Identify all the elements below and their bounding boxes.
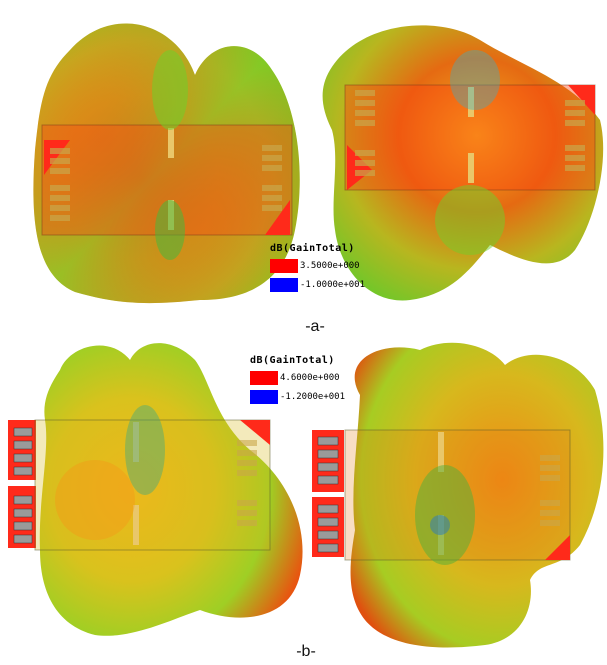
legend-b-max-row: 4.6000e+000 bbox=[250, 371, 345, 385]
legend-a-min-value: -1.0000e+001 bbox=[300, 280, 366, 290]
legend-a: dB(GainTotal) 3.5000e+000 -1.0000e+001 bbox=[270, 243, 365, 292]
caption-a: -a- bbox=[305, 318, 325, 335]
pattern-b-right bbox=[312, 342, 604, 648]
legend-b: dB(GainTotal) 4.6000e+000 -1.2000e+001 bbox=[250, 355, 345, 404]
legend-b-min-swatch bbox=[250, 390, 278, 404]
legend-b-min-value: -1.2000e+001 bbox=[280, 392, 346, 402]
pattern-b-left bbox=[8, 343, 303, 636]
legend-b-min-row: -1.2000e+001 bbox=[250, 390, 345, 404]
legend-b-max-value: 4.6000e+000 bbox=[280, 373, 340, 383]
legend-a-max-swatch bbox=[270, 259, 298, 273]
legend-a-min-row: -1.0000e+001 bbox=[270, 278, 365, 292]
pattern-a-left bbox=[33, 23, 300, 304]
legend-a-max-value: 3.5000e+000 bbox=[300, 261, 360, 271]
legend-a-max-row: 3.5000e+000 bbox=[270, 259, 365, 273]
legend-b-title: dB(GainTotal) bbox=[250, 355, 335, 366]
caption-b: -b- bbox=[296, 643, 316, 660]
legend-a-min-swatch bbox=[270, 278, 298, 292]
pattern-a-right bbox=[322, 25, 604, 301]
legend-a-title: dB(GainTotal) bbox=[270, 243, 355, 254]
legend-b-max-swatch bbox=[250, 371, 278, 385]
